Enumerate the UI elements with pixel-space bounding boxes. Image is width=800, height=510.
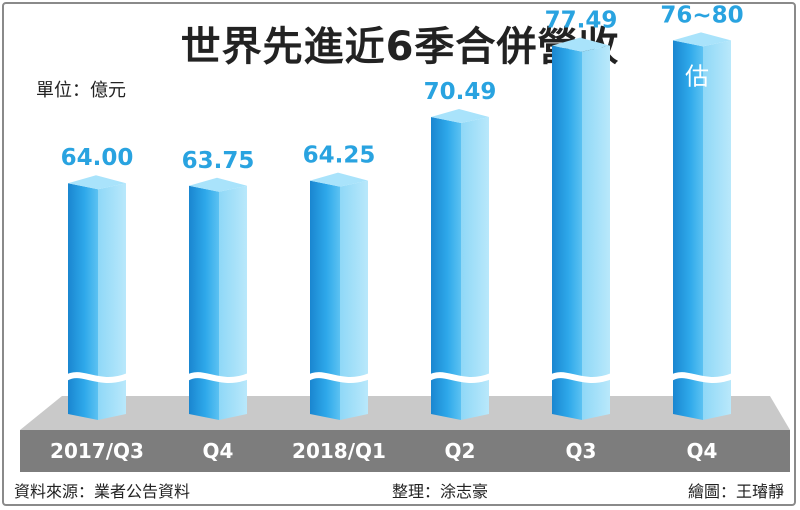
bar-side-face [461,117,489,420]
value-label: 77.49 [545,8,618,34]
bar-front-face [552,45,582,421]
bar-front-face [431,117,461,420]
value-label: 64.00 [61,145,134,171]
category-label: 2017/Q3 [50,439,144,463]
editor-credit: 整理：涂志豪 [392,482,489,501]
bar-3 [306,172,372,420]
category-label: Q2 [445,439,476,463]
bar-front-face [189,185,219,420]
axis-break-wave [306,372,372,383]
bar-front-face [68,183,98,420]
bar-2 [185,177,251,420]
illustrator-credit: 繪圖：王璿靜 [687,482,784,501]
axis-break-wave [64,372,130,383]
source-note: 資料來源：業者公告資料 [14,482,191,501]
value-label: 64.25 [303,143,376,169]
bar-top-cap [310,172,368,187]
bar-top-cap [673,32,731,47]
axis-break-wave [669,372,735,383]
bar-top-cap [68,175,126,190]
bar-side-face [219,185,247,420]
bar-5 [548,37,614,421]
bar-front-face [673,40,703,421]
bar-side-face [340,180,368,420]
category-label: Q4 [203,439,234,463]
base-plank-front [20,430,790,472]
bar-front-face [310,180,340,420]
bar-1 [64,175,130,420]
category-label: 2018/Q1 [292,439,386,463]
bar-side-face [703,40,731,421]
chart-title: 世界先進近6季合併營收 [180,24,620,70]
axis-break-wave [427,372,493,383]
category-label: Q4 [687,439,718,463]
axis-break-wave [185,372,251,383]
unit-label: 單位：億元 [36,80,126,101]
bar-top-cap [552,37,610,52]
value-label: 63.75 [182,148,255,174]
value-label: 76~80 [660,2,743,28]
bar-top-cap [431,109,489,124]
estimate-label: 估 [685,62,709,90]
bar-4 [427,109,493,420]
bar-6 [669,32,735,421]
bar-side-face [98,183,126,420]
axis-break-wave [548,372,614,383]
bar-side-face [582,45,610,421]
value-label: 70.49 [424,79,497,105]
category-label: Q3 [566,439,597,463]
bar-top-cap [189,177,247,192]
